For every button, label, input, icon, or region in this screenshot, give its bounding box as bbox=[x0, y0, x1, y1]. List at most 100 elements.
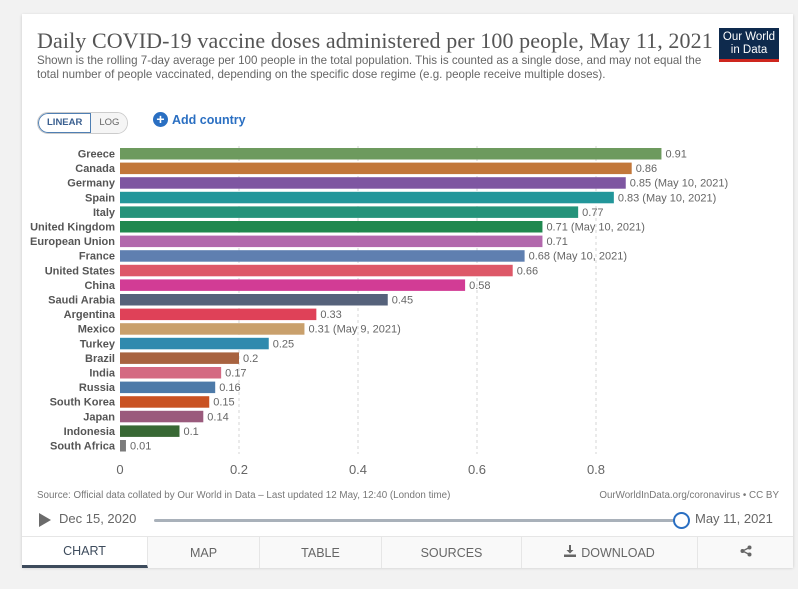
bar[interactable] bbox=[120, 206, 579, 218]
bar[interactable] bbox=[120, 250, 525, 262]
add-country-button[interactable]: + Add country bbox=[153, 112, 246, 127]
value-label: 0.71 bbox=[546, 236, 567, 248]
bar[interactable] bbox=[120, 440, 126, 452]
category-label: United Kingdom bbox=[30, 222, 115, 234]
x-tick-label: 0.6 bbox=[468, 462, 486, 477]
chart-card: Daily COVID-19 vaccine doses administere… bbox=[22, 14, 793, 568]
x-tick-label: 0 bbox=[116, 462, 123, 477]
download-icon bbox=[564, 538, 577, 568]
bar[interactable] bbox=[120, 308, 317, 321]
category-label: India bbox=[89, 368, 116, 380]
bar[interactable] bbox=[120, 337, 269, 350]
value-label: 0.66 bbox=[517, 265, 538, 277]
scale-linear-button[interactable]: LINEAR bbox=[38, 113, 92, 133]
category-label: Brazil bbox=[85, 353, 115, 365]
category-label: Russia bbox=[79, 382, 116, 394]
bar[interactable] bbox=[120, 323, 305, 335]
value-label: 0.1 bbox=[184, 426, 199, 438]
value-label: 0.01 bbox=[130, 441, 151, 453]
timeline-start-label: Dec 15, 2020 bbox=[59, 511, 137, 526]
x-tick-label: 0.2 bbox=[230, 462, 248, 477]
play-icon[interactable] bbox=[39, 513, 51, 527]
bar[interactable] bbox=[120, 177, 626, 189]
value-label: 0.45 bbox=[392, 295, 413, 307]
x-tick-label: 0.4 bbox=[349, 462, 367, 477]
scale-toggle: LINEAR LOG bbox=[37, 112, 129, 134]
timeline-track[interactable] bbox=[154, 519, 681, 522]
value-label: 0.33 bbox=[320, 309, 341, 321]
value-label: 0.17 bbox=[225, 368, 246, 380]
logo-line-1: Our World bbox=[722, 30, 776, 43]
value-label: 0.16 bbox=[219, 382, 240, 394]
tab-download[interactable]: DOWNLOAD bbox=[522, 537, 698, 568]
bar[interactable] bbox=[120, 425, 180, 437]
bar[interactable] bbox=[120, 367, 222, 379]
value-label: 0.71 (May 10, 2021) bbox=[546, 222, 644, 234]
category-label: Spain bbox=[85, 192, 115, 204]
tab-map[interactable]: MAP bbox=[148, 537, 260, 568]
add-country-label: Add country bbox=[172, 112, 246, 127]
bar[interactable] bbox=[120, 221, 543, 233]
bar[interactable] bbox=[120, 381, 216, 394]
bar[interactable] bbox=[120, 352, 239, 364]
value-label: 0.25 bbox=[273, 338, 294, 350]
timeline: Dec 15, 2020 May 11, 2021 bbox=[37, 510, 782, 530]
share-icon bbox=[740, 538, 752, 568]
category-label: Mexico bbox=[78, 324, 116, 336]
tab-download-label: DOWNLOAD bbox=[581, 545, 655, 560]
timeline-end-label: May 11, 2021 bbox=[695, 511, 773, 526]
value-label: 0.83 (May 10, 2021) bbox=[618, 192, 716, 204]
tab-chart[interactable]: CHART bbox=[22, 537, 148, 568]
value-label: 0.2 bbox=[243, 353, 258, 365]
category-label: Italy bbox=[93, 207, 116, 219]
value-label: 0.86 bbox=[636, 163, 657, 175]
tab-map-label: MAP bbox=[189, 545, 218, 560]
bar[interactable] bbox=[120, 162, 632, 175]
category-label: South Africa bbox=[50, 441, 116, 453]
category-label: Indonesia bbox=[64, 426, 116, 438]
bar[interactable] bbox=[120, 235, 543, 248]
category-label: Germany bbox=[67, 178, 116, 190]
value-label: 0.91 bbox=[665, 149, 686, 161]
value-label: 0.58 bbox=[469, 280, 490, 292]
bar[interactable] bbox=[120, 264, 513, 277]
value-label: 0.85 (May 10, 2021) bbox=[630, 178, 728, 190]
value-label: 0.68 (May 10, 2021) bbox=[529, 251, 627, 263]
category-label: Japan bbox=[83, 411, 115, 423]
bar[interactable] bbox=[120, 396, 210, 408]
plus-circle-icon: + bbox=[153, 112, 168, 127]
timeline-handle[interactable] bbox=[673, 512, 690, 529]
category-label: Greece bbox=[78, 149, 115, 161]
tab-sources[interactable]: SOURCES bbox=[382, 537, 522, 568]
value-label: 0.15 bbox=[213, 397, 234, 409]
tab-table[interactable]: TABLE bbox=[260, 537, 382, 568]
category-label: European Union bbox=[30, 236, 115, 248]
category-label: Canada bbox=[75, 163, 116, 175]
tab-table-label: TABLE bbox=[301, 545, 340, 560]
category-label: Saudi Arabia bbox=[48, 295, 116, 307]
category-label: United States bbox=[45, 265, 115, 277]
bar[interactable] bbox=[120, 279, 466, 291]
bar[interactable] bbox=[120, 410, 204, 423]
value-label: 0.14 bbox=[207, 411, 228, 423]
chart-title: Daily COVID-19 vaccine doses administere… bbox=[37, 28, 713, 53]
bar[interactable] bbox=[120, 294, 388, 306]
chart-subtitle: Shown is the rolling 7-day average per 1… bbox=[37, 54, 702, 81]
scale-log-button[interactable]: LOG bbox=[91, 113, 128, 133]
value-label: 0.77 bbox=[582, 207, 603, 219]
tab-bar: CHART MAP TABLE SOURCES DOWNLOAD bbox=[22, 536, 793, 568]
category-label: Turkey bbox=[80, 338, 116, 350]
source-note: Source: Official data collated by Our Wo… bbox=[37, 490, 451, 501]
category-label: China bbox=[84, 280, 115, 292]
bar-chart: 0 0.2 0.4 0.6 0.8 Greece 0.91 Canada 0.86 Germany… bbox=[30, 146, 728, 477]
bar[interactable] bbox=[120, 148, 662, 160]
bar[interactable] bbox=[120, 191, 614, 204]
logo-line-2: in Data bbox=[730, 43, 768, 56]
tab-share[interactable] bbox=[698, 537, 793, 568]
category-label: South Korea bbox=[50, 397, 116, 409]
license-link[interactable]: OurWorldInData.org/coronavirus • CC BY bbox=[599, 490, 779, 501]
category-label: Argentina bbox=[64, 309, 116, 321]
x-tick-label: 0.8 bbox=[587, 462, 605, 477]
tab-chart-label: CHART bbox=[63, 544, 106, 558]
owid-logo[interactable]: Our World in Data bbox=[719, 28, 779, 62]
